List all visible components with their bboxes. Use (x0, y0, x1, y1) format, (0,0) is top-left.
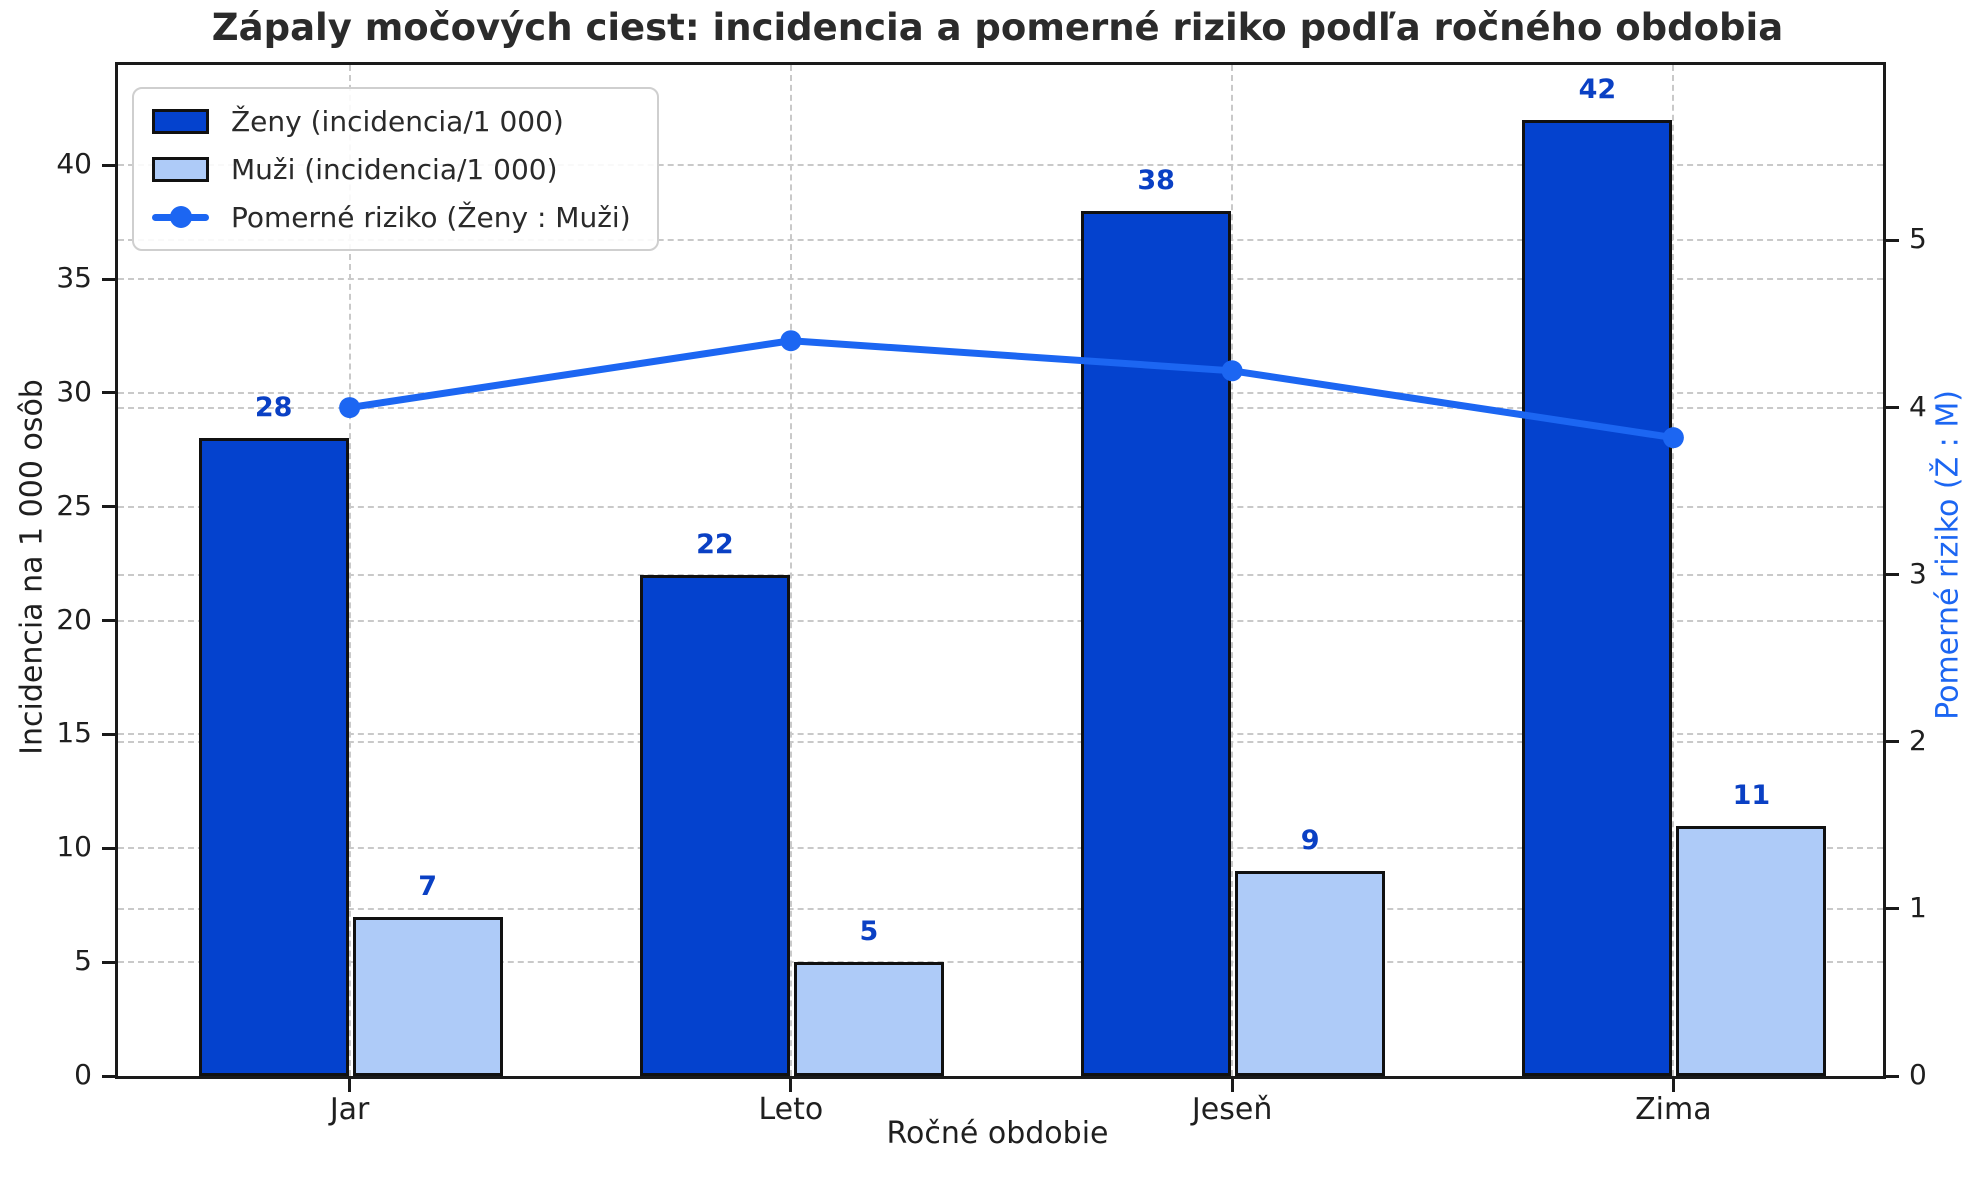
y-tick-mark-right (1886, 1074, 1899, 1078)
y-axis-label-right: Pomerné riziko (Ž : M) (1930, 390, 1966, 720)
y-axis-label-left: Incidencia na 1 000 osôb (14, 379, 50, 755)
gridline (118, 907, 1883, 910)
bar-value-label: 11 (1732, 779, 1771, 811)
y-tick-label-left: 10 (56, 830, 92, 864)
legend-item-label: Ženy (incidencia/1 000) (231, 104, 564, 138)
bar-muzi-2 (1235, 871, 1386, 1076)
legend-swatch-bar (152, 108, 209, 134)
legend-item: Ženy (incidencia/1 000) (152, 101, 631, 141)
legend-item: Muži (incidencia/1 000) (152, 149, 631, 189)
legend: Ženy (incidencia/1 000) Muži (incidencia/… (132, 87, 659, 251)
y-tick-label-left: 40 (56, 147, 92, 181)
x-tick-label: Leto (758, 1092, 824, 1127)
y-tick-mark-left (102, 846, 115, 850)
y-tick-label-left: 30 (56, 374, 92, 408)
bar-muzi-1 (793, 962, 944, 1076)
bar-value-label: 5 (859, 916, 879, 948)
y-tick-mark-right (1886, 238, 1899, 242)
bar-value-label: 42 (1578, 73, 1617, 105)
y-tick-label-right: 3 (1909, 556, 1927, 590)
gridline (118, 619, 1883, 622)
y-tick-label-left: 25 (56, 488, 92, 522)
x-tick-mark (348, 1079, 352, 1092)
bar-value-label: 38 (1137, 164, 1175, 196)
y-tick-mark-left (102, 619, 115, 623)
bar-muzi-3 (1676, 825, 1827, 1076)
x-tick-label: Jar (329, 1092, 370, 1127)
legend-swatch-bar (152, 156, 209, 182)
y-tick-label-left: 35 (56, 261, 92, 295)
gridline (118, 164, 1883, 167)
bar-zeny-0 (198, 438, 349, 1076)
gridline (118, 406, 1883, 409)
y-tick-mark-left (102, 505, 115, 509)
risk-marker (780, 330, 802, 352)
y-tick-mark-left (102, 163, 115, 167)
y-tick-label-right: 2 (1909, 723, 1927, 757)
y-tick-mark-right (1886, 740, 1899, 744)
y-tick-mark-left (102, 391, 115, 395)
bar-zeny-1 (639, 575, 790, 1076)
x-tick-mark (1671, 1079, 1675, 1092)
y-tick-mark-left (102, 277, 115, 281)
gridline (1672, 65, 1675, 1076)
risk-marker (339, 397, 361, 419)
y-tick-mark-left (102, 1074, 115, 1078)
chart-title: Zápaly močových ciest: incidencia a pome… (211, 6, 1784, 49)
y-tick-mark-left (102, 732, 115, 736)
y-tick-label-right: 0 (1909, 1058, 1927, 1091)
risk-line (346, 337, 1677, 442)
y-tick-mark-right (1886, 573, 1899, 577)
gridline (118, 733, 1883, 736)
legend-item-label: Muži (incidencia/1 000) (231, 152, 558, 186)
gridline (348, 65, 351, 1076)
risk-line-layer (339, 330, 1684, 449)
legend-item: Pomerné riziko (Ženy : Muži) (152, 197, 631, 237)
gridline (118, 278, 1883, 281)
y-tick-mark-right (1886, 907, 1899, 911)
y-tick-mark-right (1886, 406, 1899, 410)
bar-zeny-3 (1522, 119, 1673, 1076)
gridline (118, 391, 1883, 394)
y-tick-label-left: 0 (74, 1058, 92, 1091)
legend-line-sample (152, 205, 209, 230)
x-tick-label: Zima (1635, 1092, 1712, 1127)
x-tick-mark (1230, 1079, 1234, 1092)
y-tick-label-left: 15 (56, 716, 92, 750)
y-tick-label-left: 5 (74, 944, 92, 978)
bar-muzi-0 (352, 916, 503, 1076)
x-tick-mark (789, 1079, 793, 1092)
bar-value-label: 28 (254, 392, 293, 424)
x-tick-label: Jeseň (1191, 1092, 1273, 1127)
gridline (118, 573, 1883, 576)
bar-value-label: 22 (696, 529, 734, 561)
y-tick-label-right: 1 (1909, 890, 1927, 924)
x-axis-label: Ročné obdobie (886, 1116, 1109, 1151)
y-tick-label-left: 20 (56, 602, 92, 636)
bar-value-label: 7 (418, 870, 438, 902)
plot-area: Ženy (incidencia/1 000) Muži (incidencia/… (56, 62, 1927, 1127)
gridline (118, 239, 1883, 242)
legend-item-label: Pomerné riziko (Ženy : Muži) (231, 200, 631, 234)
risk-marker (1662, 427, 1684, 449)
gridline (789, 65, 792, 1076)
gridline (118, 961, 1883, 964)
gridline (118, 740, 1883, 743)
gridline (1231, 65, 1234, 1076)
legend-line-marker-icon (169, 206, 192, 228)
risk-marker (1221, 360, 1243, 382)
gridline (118, 847, 1883, 850)
y-tick-label-right: 5 (1909, 222, 1927, 256)
y-tick-label-right: 4 (1909, 389, 1927, 423)
gridline (118, 505, 1883, 508)
y-tick-mark-left (102, 960, 115, 964)
bar-value-label: 9 (1300, 825, 1320, 857)
bar-zeny-2 (1081, 210, 1232, 1076)
